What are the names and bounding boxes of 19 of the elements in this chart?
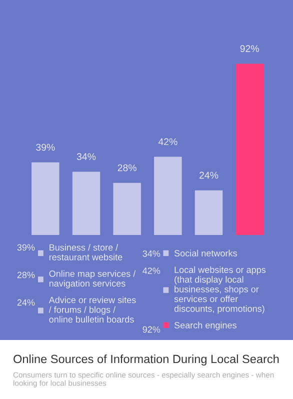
text: 28%	[17, 272, 35, 278]
data-label: 39%	[36, 144, 55, 151]
legend-label: Social networks	[174, 250, 237, 256]
text: 42%	[142, 268, 160, 274]
text: 92%	[142, 326, 160, 333]
data-label: 28%	[118, 164, 136, 172]
text: 39%	[17, 244, 35, 251]
legend-label: Business / store / restaurant website	[49, 244, 122, 260]
text: 24%	[17, 299, 35, 306]
legend-label: Online map services / navigation services	[49, 270, 136, 288]
data-label: 92%	[240, 45, 259, 52]
legend-label: Local websites or apps (that display local businesses, shops or services or offer discounts, promotions)	[174, 266, 266, 314]
data-label: 42%	[158, 138, 178, 146]
data-label: 24%	[200, 172, 218, 179]
text: 34%	[142, 250, 160, 257]
legend-label: Advice or review sites / forums / blogs / online bulletin boards	[48, 296, 136, 323]
text: Online Sources of Information During Local Search	[14, 354, 279, 366]
data-label: 34%	[76, 153, 96, 160]
legend-label: Search engines	[174, 322, 236, 330]
